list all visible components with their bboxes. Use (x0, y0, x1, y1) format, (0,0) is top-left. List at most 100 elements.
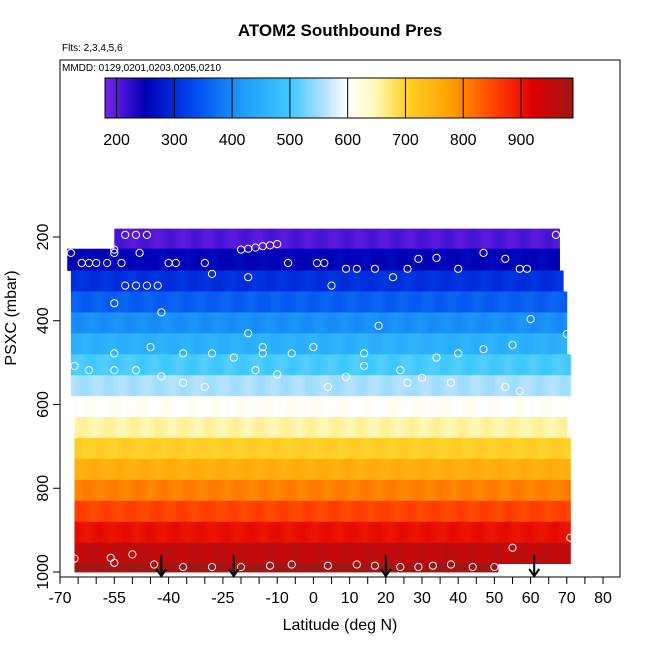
colorbar-cell (447, 78, 451, 118)
colorbar-tick-label: 600 (334, 132, 361, 149)
heatmap-cell (269, 438, 274, 460)
heatmap-cell (186, 458, 191, 481)
heatmap-cell (534, 291, 539, 313)
heatmap-cell (193, 333, 198, 355)
heatmap-cell (269, 312, 274, 334)
heatmap-cell (385, 248, 390, 271)
heatmap-cell (164, 563, 169, 573)
heatmap-cell (201, 500, 206, 523)
heatmap-cell (422, 396, 427, 418)
heatmap-cell (338, 291, 343, 313)
heatmap-cell (269, 375, 274, 397)
heatmap-cell (146, 458, 151, 481)
heatmap-cell (335, 291, 340, 313)
heatmap-cell (364, 228, 369, 250)
heatmap-cell (454, 479, 459, 502)
heatmap-cell (526, 521, 531, 544)
heatmap-cell (251, 333, 256, 355)
heatmap-cell (266, 438, 271, 460)
heatmap-cell (204, 479, 209, 502)
heatmap-cell (563, 500, 568, 523)
heatmap-cell (454, 248, 459, 271)
heatmap-cell (432, 438, 437, 460)
heatmap-cell (447, 312, 452, 334)
heatmap-cell (501, 354, 506, 376)
heatmap-cell (237, 228, 242, 250)
colorbar-cell (348, 78, 352, 118)
heatmap-cell (233, 563, 238, 573)
heatmap-cell (298, 417, 303, 439)
heatmap-cell (186, 291, 191, 313)
heatmap-cell (436, 542, 441, 565)
heatmap-cell (335, 228, 340, 250)
heatmap-cell (371, 479, 376, 502)
heatmap-cell (465, 521, 470, 544)
heatmap-cell (508, 312, 513, 334)
heatmap-cell (371, 458, 376, 481)
heatmap-cell (150, 438, 155, 460)
heatmap-cell (458, 563, 463, 573)
heatmap-cell (472, 291, 477, 313)
heatmap-cell (237, 479, 242, 502)
heatmap-cell (429, 479, 434, 502)
heatmap-cell (447, 438, 452, 460)
heatmap-cell (483, 270, 488, 292)
heatmap-cell (400, 542, 405, 565)
colorbar-cell (318, 78, 322, 118)
heatmap-cell (487, 248, 492, 271)
heatmap-cell (121, 291, 126, 313)
colorbar-cell (285, 78, 289, 118)
heatmap-cell (425, 248, 430, 271)
heatmap-cell (498, 375, 503, 397)
heatmap-cell (81, 563, 86, 573)
heatmap-cell (125, 396, 130, 418)
heatmap-cell (508, 333, 513, 355)
heatmap-cell (74, 291, 79, 313)
heatmap-cell (306, 458, 311, 481)
heatmap-cell (280, 228, 285, 250)
heatmap-cell (338, 521, 343, 544)
heatmap-cell (335, 438, 340, 460)
heatmap-cell (566, 521, 571, 544)
colorbar-cell (258, 78, 262, 118)
heatmap-cell (563, 438, 568, 460)
heatmap-cell (226, 500, 231, 523)
heatmap-cell (222, 417, 227, 439)
heatmap-cell (327, 563, 332, 573)
colorbar-cell (384, 78, 388, 118)
heatmap-cell (114, 438, 119, 460)
heatmap-cell (530, 333, 535, 355)
heatmap-cell (516, 312, 521, 334)
heatmap-cell (262, 291, 267, 313)
heatmap-cell (429, 228, 434, 250)
heatmap-cell (389, 375, 394, 397)
data-point (360, 349, 369, 358)
colorbar-cell (507, 78, 511, 118)
data-point (454, 264, 463, 273)
heatmap-cell (469, 248, 474, 271)
heatmap-cell (215, 291, 220, 313)
heatmap-cell (516, 521, 521, 544)
heatmap-cell (241, 312, 246, 334)
heatmap-cell (164, 396, 169, 418)
data-point (110, 558, 119, 567)
heatmap-cell (317, 521, 322, 544)
heatmap-cell (418, 333, 423, 355)
heatmap-cell (407, 312, 412, 334)
heatmap-cell (400, 500, 405, 523)
heatmap-cell (494, 291, 499, 313)
heatmap-cell (230, 312, 235, 334)
heatmap-cell (523, 291, 528, 313)
heatmap-cell (233, 248, 238, 271)
heatmap-cell (88, 563, 93, 573)
heatmap-cell (385, 333, 390, 355)
colorbar-cell (243, 78, 247, 118)
heatmap-cell (519, 228, 524, 250)
heatmap-cell (508, 375, 513, 397)
heatmap-cell (530, 228, 535, 250)
heatmap-band (114, 228, 560, 250)
heatmap-cell (259, 563, 264, 573)
heatmap-cell (317, 270, 322, 292)
heatmap-cell (139, 333, 144, 355)
heatmap-cell (146, 438, 151, 460)
